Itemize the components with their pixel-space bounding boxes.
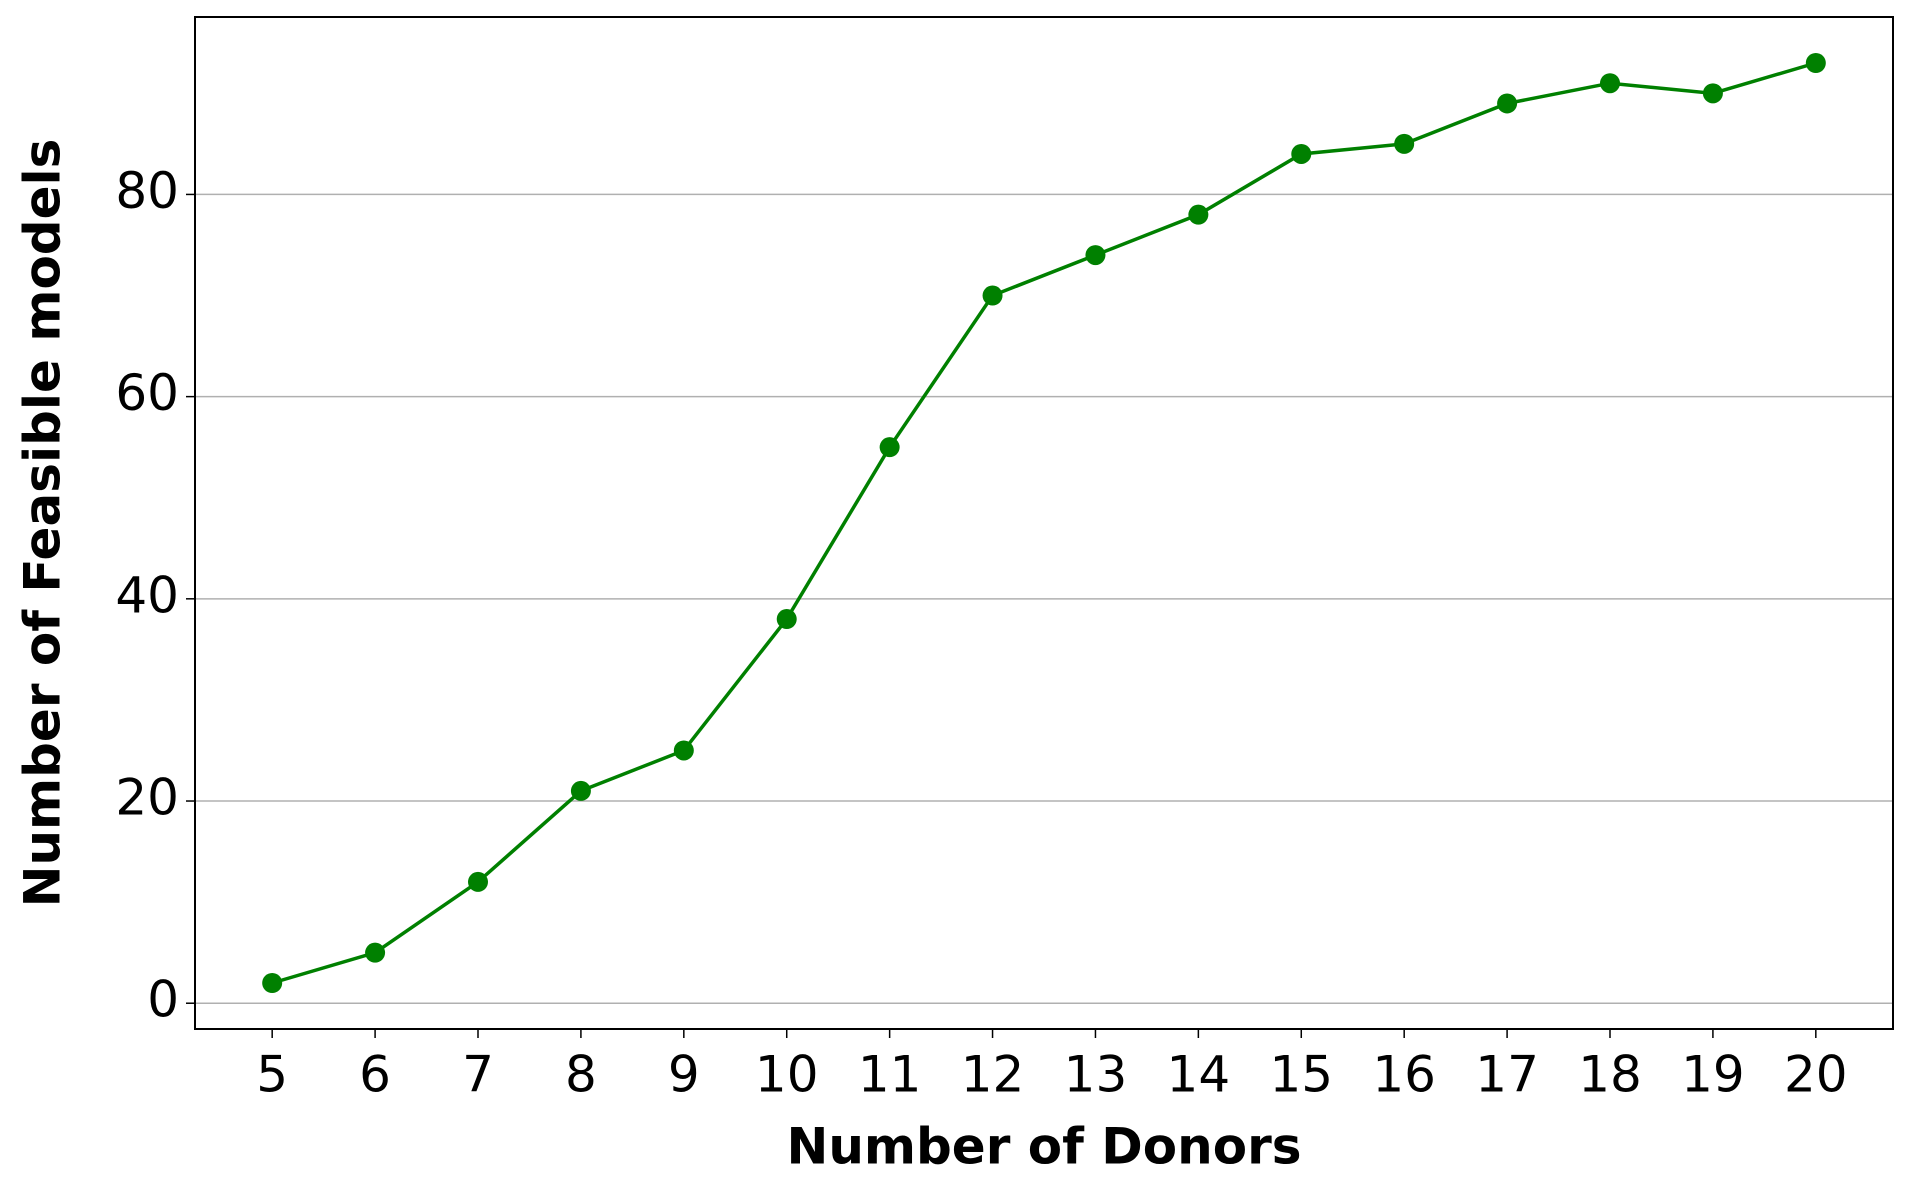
x-tick-label: 20 xyxy=(1784,1046,1848,1104)
data-point xyxy=(982,285,1003,306)
plot-frame xyxy=(194,16,1894,1030)
y-axis-label: Number of Feasible models xyxy=(14,139,72,908)
data-line xyxy=(271,61,1817,985)
data-point xyxy=(1702,83,1723,104)
data-point xyxy=(570,780,591,801)
x-tick-label: 6 xyxy=(359,1046,391,1104)
x-tick-label: 12 xyxy=(961,1046,1025,1104)
data-point xyxy=(879,437,900,458)
x-tick-label: 10 xyxy=(755,1046,819,1104)
data-point xyxy=(1497,93,1518,114)
x-tick-label: 8 xyxy=(565,1046,597,1104)
data-point xyxy=(1600,73,1620,94)
data-point xyxy=(673,740,694,761)
data-point xyxy=(365,942,386,963)
x-tick-label: 16 xyxy=(1372,1046,1436,1104)
x-tick-label: 7 xyxy=(462,1046,494,1104)
x-tick-label: 14 xyxy=(1167,1046,1231,1104)
y-tick-label: 80 xyxy=(115,162,179,220)
x-tick-label: 15 xyxy=(1269,1046,1333,1104)
data-point xyxy=(1291,143,1312,164)
y-tick-label: 40 xyxy=(115,566,179,624)
x-tick-label: 17 xyxy=(1475,1046,1539,1104)
data-point xyxy=(1805,53,1826,73)
data-point xyxy=(468,871,488,892)
data-point xyxy=(776,609,797,630)
y-tick-label: 60 xyxy=(115,364,179,422)
x-tick-label: 11 xyxy=(858,1046,922,1104)
data-point xyxy=(1085,245,1106,266)
x-tick-label: 19 xyxy=(1681,1046,1745,1104)
x-tick-label: 18 xyxy=(1578,1046,1642,1104)
x-tick-label: 9 xyxy=(668,1046,700,1104)
y-tick-label: 0 xyxy=(147,971,179,1029)
data-point xyxy=(1188,204,1209,225)
data-point xyxy=(1394,133,1415,154)
y-tick-label: 20 xyxy=(115,769,179,827)
x-axis-label: Number of Donors xyxy=(786,1118,1301,1176)
x-tick-label: 5 xyxy=(256,1046,288,1104)
data-point xyxy=(262,973,283,993)
x-tick-label: 13 xyxy=(1064,1046,1128,1104)
